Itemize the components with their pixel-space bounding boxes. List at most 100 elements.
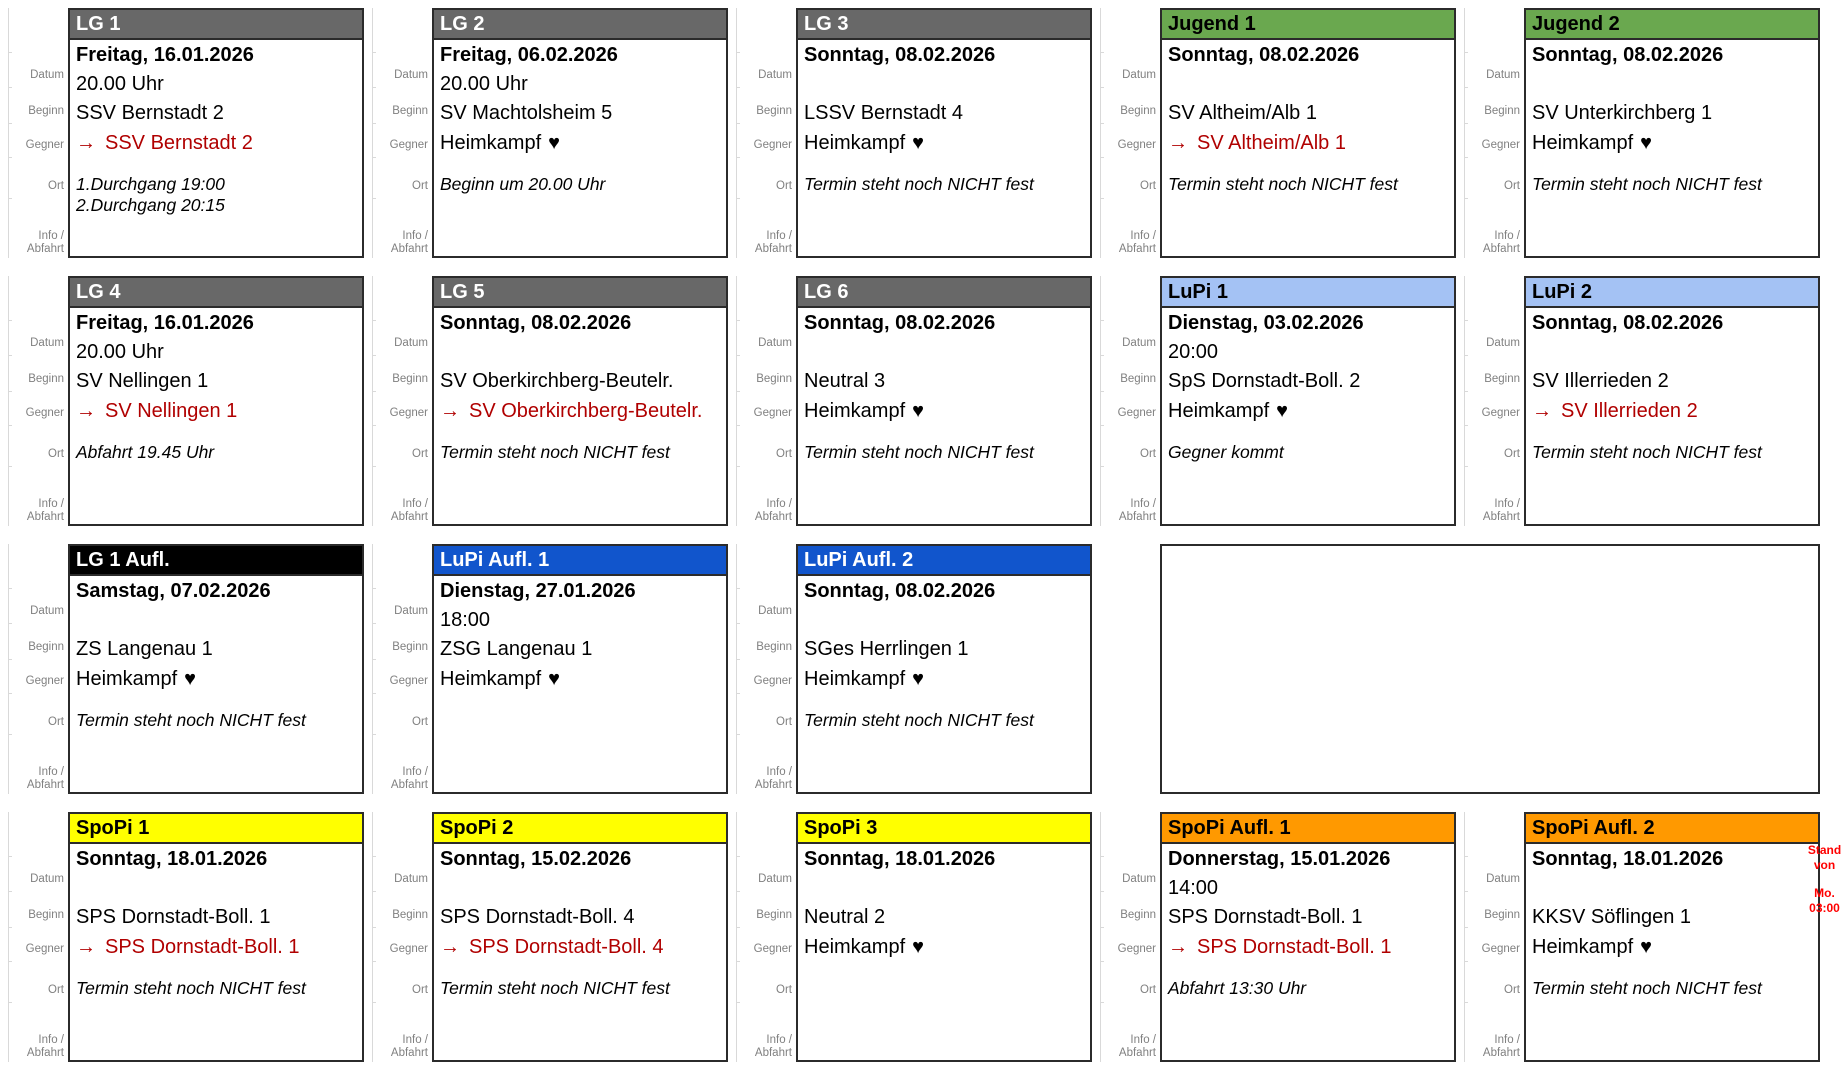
label-gegner: Gegner	[753, 943, 792, 955]
grid-line	[373, 927, 376, 928]
label-info-line2: Abfahrt	[26, 243, 64, 255]
row-spacer	[70, 426, 362, 442]
match-card-lupi-aufl-1: LuPi Aufl. 1 Dienstag, 27.01.2026 18:00 ZSG…	[432, 544, 728, 794]
match-info-line1: Termin steht noch NICHT fest	[1168, 174, 1398, 194]
match-location: Heimkampf ♥	[70, 664, 362, 694]
label-beginn: Beginn	[1120, 909, 1156, 921]
label-gegner: Gegner	[25, 407, 64, 419]
grid-line	[373, 52, 376, 53]
match-location: → SV Nellingen 1	[70, 396, 362, 426]
match-start-time: 20:00	[1168, 341, 1219, 363]
grid-line	[737, 927, 740, 928]
label-ort: Ort	[412, 984, 428, 996]
row-labels: Datum Beginn Gegner Ort Info / Abfahrt	[1464, 8, 1524, 258]
home-location-text: Heimkampf	[1532, 936, 1634, 958]
label-info-line1: Info /	[402, 498, 428, 510]
grid-line	[373, 355, 376, 356]
heart-icon: ♥	[184, 668, 197, 690]
grid-line	[1465, 856, 1468, 857]
match-info-line2: 2.Durchgang 20:15	[76, 195, 225, 215]
home-location-text: Heimkampf	[804, 936, 906, 958]
grid-line	[373, 693, 376, 694]
label-ort: Ort	[412, 716, 428, 728]
match-date: Sonntag, 08.02.2026	[804, 580, 996, 602]
match-info-line1: Termin steht noch NICHT fest	[440, 978, 670, 998]
label-gegner: Gegner	[389, 407, 428, 419]
label-beginn: Beginn	[392, 105, 428, 117]
card-title: LG 1	[70, 10, 362, 40]
match-card-lg-4: LG 4 Freitag, 16.01.2026 20.00 Uhr SV Nelli…	[68, 276, 364, 526]
away-location-text: SPS Dornstadt-Boll. 4	[469, 936, 664, 958]
match-info-line1: Termin steht noch NICHT fest	[804, 442, 1034, 462]
last-updated-note: Stand von Mo. 03:00	[1806, 843, 1843, 929]
grid-line	[9, 588, 12, 589]
row-labels: Datum Beginn Gegner Ort Info / Abfahrt	[372, 544, 432, 794]
label-info-line2: Abfahrt	[754, 511, 792, 523]
label-gegner: Gegner	[389, 675, 428, 687]
label-beginn: Beginn	[756, 909, 792, 921]
row-spacer	[434, 694, 726, 710]
match-start-time: 20.00 Uhr	[440, 73, 528, 95]
label-info-line1: Info /	[1494, 498, 1520, 510]
grid-line	[737, 891, 740, 892]
grid-line	[737, 961, 740, 962]
away-location-text: SV Oberkirchberg-Beutelr.	[469, 400, 703, 422]
label-datum: Datum	[30, 69, 64, 81]
grid-line	[737, 87, 740, 88]
row-labels: Datum Beginn Gegner Ort Info / Abfahrt	[736, 544, 796, 794]
card-title: Jugend 1	[1162, 10, 1454, 40]
last-updated-line2: Mo. 03:00	[1809, 886, 1840, 915]
label-info-line2: Abfahrt	[1118, 1047, 1156, 1059]
grid-line	[373, 425, 376, 426]
label-info-line1: Info /	[402, 766, 428, 778]
label-info-abfahrt: Info / Abfahrt	[737, 230, 792, 256]
match-date: Samstag, 07.02.2026	[76, 580, 271, 602]
row-spacer	[70, 158, 362, 174]
match-location: → SPS Dornstadt-Boll. 1	[1162, 932, 1454, 962]
grid-line	[1465, 891, 1468, 892]
schedule-grid: Datum Beginn Gegner Ort Info / Abfahrt LG 1 Fre…	[8, 8, 1828, 1062]
match-opponent: SPS Dornstadt-Boll. 1	[1168, 906, 1363, 928]
match-info: Termin steht noch NICHT fest	[434, 978, 726, 999]
match-date: Donnerstag, 15.01.2026	[1168, 848, 1391, 870]
match-card-lg-6: LG 6 Sonntag, 08.02.2026 Neutral 3 Heimkamp…	[796, 276, 1092, 526]
label-info-line1: Info /	[402, 1034, 428, 1046]
match-opponent: ZS Langenau 1	[76, 638, 213, 660]
card-title: LG 3	[798, 10, 1090, 40]
row-labels: Datum Beginn Gegner Ort Info / Abfahrt	[1100, 8, 1160, 258]
match-info: Termin steht noch NICHT fest	[70, 978, 362, 999]
match-date: Freitag, 16.01.2026	[76, 312, 254, 334]
match-start-time: 18:00	[440, 609, 491, 631]
card-title: LG 4	[70, 278, 362, 308]
match-location: Heimkampf ♥	[1162, 396, 1454, 426]
match-location: → SPS Dornstadt-Boll. 1	[70, 932, 362, 962]
grid-line	[9, 856, 12, 857]
label-gegner: Gegner	[1481, 943, 1520, 955]
grid-line	[373, 623, 376, 624]
grid-line	[373, 320, 376, 321]
label-gegner: Gegner	[25, 675, 64, 687]
grid-line	[373, 157, 376, 158]
match-info: Termin steht noch NICHT fest	[1526, 442, 1818, 463]
match-start-time	[1162, 70, 1454, 99]
match-info-line1: Termin steht noch NICHT fest	[76, 978, 306, 998]
label-datum: Datum	[1122, 69, 1156, 81]
home-location-text: Heimkampf	[804, 132, 906, 154]
grid-line	[373, 961, 376, 962]
match-date: Sonntag, 15.02.2026	[440, 848, 632, 870]
row-labels: Datum Beginn Gegner Ort Info / Abfahrt	[736, 812, 796, 1062]
heart-icon: ♥	[912, 668, 925, 690]
match-location: → SV Altheim/Alb 1	[1162, 128, 1454, 158]
label-beginn: Beginn	[28, 909, 64, 921]
match-opponent: SV Altheim/Alb 1	[1168, 102, 1317, 124]
last-updated-line1: Stand von	[1807, 843, 1842, 872]
match-opponent: Neutral 3	[804, 370, 886, 392]
grid-line	[1101, 52, 1104, 53]
match-info-line1: Termin steht noch NICHT fest	[76, 710, 306, 730]
home-location-text: Heimkampf	[1168, 400, 1270, 422]
match-opponent: SPS Dornstadt-Boll. 4	[440, 906, 635, 928]
label-datum: Datum	[30, 337, 64, 349]
label-info-line2: Abfahrt	[26, 511, 64, 523]
grid-line	[9, 1002, 12, 1003]
match-card-lg-1: LG 1 Freitag, 16.01.2026 20.00 Uhr SSV Bern…	[68, 8, 364, 258]
